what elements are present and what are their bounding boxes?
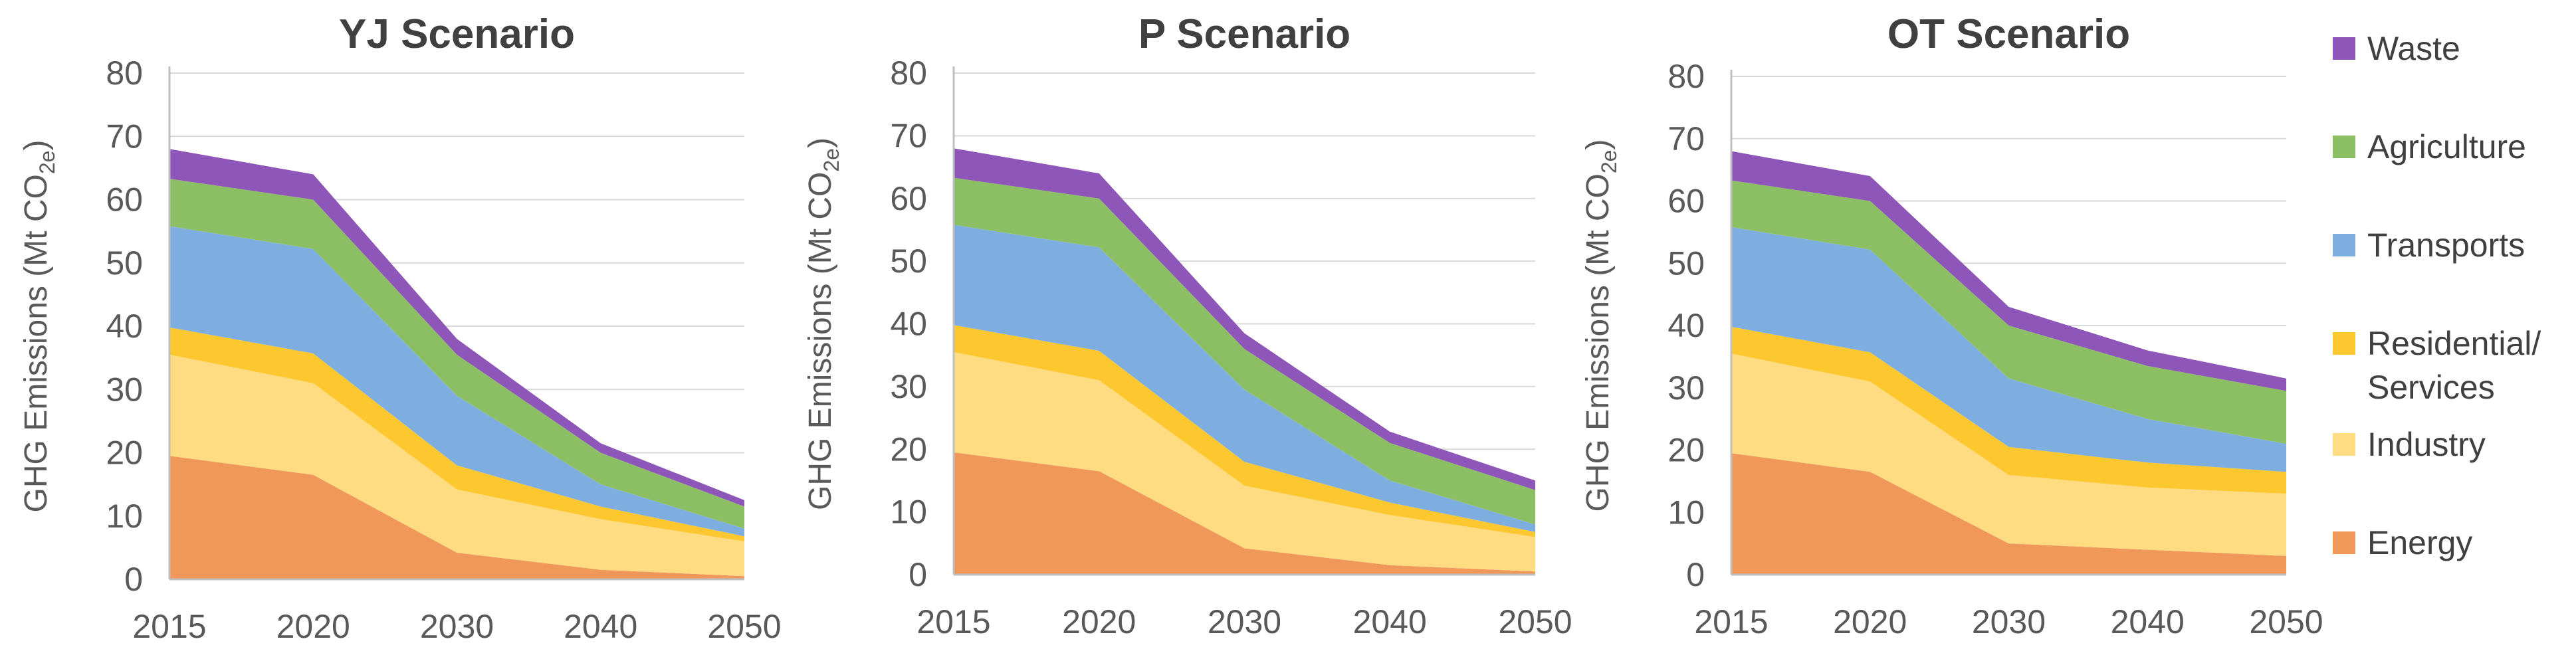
- y-tick-label: 50: [1667, 244, 1705, 282]
- y-tick-label: 10: [106, 498, 143, 535]
- area-agriculture: [169, 179, 744, 529]
- legend-item-agriculture: Agriculture: [2333, 125, 2526, 169]
- y-tick-label: 30: [1667, 369, 1705, 407]
- y-tick-label: 40: [890, 306, 927, 343]
- y-tick-label: 80: [890, 54, 927, 92]
- y-tick-label: 60: [106, 181, 143, 219]
- area-industry: [169, 354, 744, 577]
- y-tick-label: 10: [890, 494, 927, 531]
- x-tick-label: 2050: [1498, 603, 1572, 640]
- legend-label: Energy: [2367, 524, 2473, 561]
- x-tick-label: 2020: [276, 608, 350, 645]
- area-industry: [1731, 353, 2286, 556]
- legend-item-residential: Residential/ Services: [2333, 322, 2541, 409]
- y-axis-label: GHG Emissions (Mt CO2e): [803, 138, 843, 510]
- x-tick-label: 2015: [916, 603, 990, 640]
- y-tick-label: 50: [890, 242, 927, 280]
- area-energy: [954, 452, 1535, 575]
- area-waste: [1731, 151, 2286, 391]
- y-tick-label: 60: [1667, 183, 1705, 220]
- x-tick-label: 2030: [1208, 603, 1281, 640]
- legend-swatch-waste: [2333, 37, 2355, 60]
- y-tick-label: 50: [106, 244, 143, 282]
- area-residential: [169, 327, 744, 541]
- area-transports: [169, 226, 744, 537]
- area-energy: [1731, 453, 2286, 575]
- x-tick-label: 2050: [707, 608, 781, 645]
- y-tick-label: 30: [890, 368, 927, 405]
- area-agriculture: [954, 177, 1535, 525]
- y-tick-label: 80: [1667, 58, 1705, 95]
- x-tick-label: 2020: [1062, 603, 1136, 640]
- y-axis-label: GHG Emissions (Mt CO2e): [1580, 140, 1621, 512]
- y-tick-label: 20: [890, 430, 927, 468]
- x-tick-label: 2030: [420, 608, 494, 645]
- x-tick-label: 2050: [2249, 603, 2323, 640]
- x-tick-label: 2040: [564, 608, 637, 645]
- x-tick-label: 2015: [132, 608, 206, 645]
- legend-swatch-energy: [2333, 531, 2355, 554]
- x-tick-label: 2040: [2111, 603, 2185, 640]
- legend-label: Residential/ Services: [2367, 325, 2541, 406]
- area-industry: [954, 352, 1535, 572]
- x-tick-label: 2015: [1694, 603, 1768, 640]
- chart-title: P Scenario: [1138, 11, 1350, 57]
- y-tick-label: 0: [909, 556, 927, 593]
- y-tick-label: 10: [1667, 494, 1705, 531]
- y-tick-label: 40: [1667, 307, 1705, 344]
- legend-item-energy: Energy: [2333, 521, 2472, 565]
- area-transports: [1731, 227, 2286, 472]
- y-tick-label: 60: [890, 180, 927, 217]
- legend-swatch-transports: [2333, 234, 2355, 256]
- legend-item-industry: Industry: [2333, 423, 2486, 466]
- area-residential: [1731, 326, 2286, 494]
- y-tick-label: 30: [106, 371, 143, 408]
- legend-swatch-industry: [2333, 433, 2355, 456]
- x-tick-label: 2020: [1833, 603, 1907, 640]
- legend-label: Agriculture: [2367, 128, 2526, 165]
- chart-title: YJ Scenario: [339, 11, 575, 57]
- area-waste: [954, 148, 1535, 490]
- y-tick-label: 70: [106, 118, 143, 155]
- area-residential: [954, 325, 1535, 537]
- y-tick-label: 20: [1667, 432, 1705, 469]
- legend-swatch-residential: [2333, 332, 2355, 355]
- legend-label: Industry: [2367, 426, 2486, 463]
- y-tick-label: 0: [1686, 556, 1705, 593]
- legend-label: Waste: [2367, 30, 2460, 67]
- legend-item-transports: Transports: [2333, 223, 2525, 267]
- legend-label: Transports: [2367, 227, 2525, 264]
- y-tick-label: 70: [890, 117, 927, 154]
- legend-swatch-agriculture: [2333, 136, 2355, 158]
- y-tick-label: 0: [124, 561, 143, 598]
- area-waste: [169, 149, 744, 507]
- x-tick-label: 2030: [1972, 603, 2046, 640]
- y-axis-label: GHG Emissions (Mt CO2e): [19, 140, 59, 513]
- area-energy: [169, 456, 744, 579]
- x-tick-label: 2040: [1353, 603, 1427, 640]
- area-agriculture: [1731, 180, 2286, 444]
- area-transports: [954, 225, 1535, 532]
- legend-item-waste: Waste: [2333, 27, 2460, 70]
- y-tick-label: 70: [1667, 120, 1705, 157]
- chart-title: OT Scenario: [1887, 11, 2130, 57]
- y-tick-label: 40: [106, 308, 143, 345]
- y-tick-label: 80: [106, 54, 143, 92]
- legend: Waste Agriculture Transports Residential/ S…: [2333, 27, 2572, 624]
- y-tick-label: 20: [106, 434, 143, 472]
